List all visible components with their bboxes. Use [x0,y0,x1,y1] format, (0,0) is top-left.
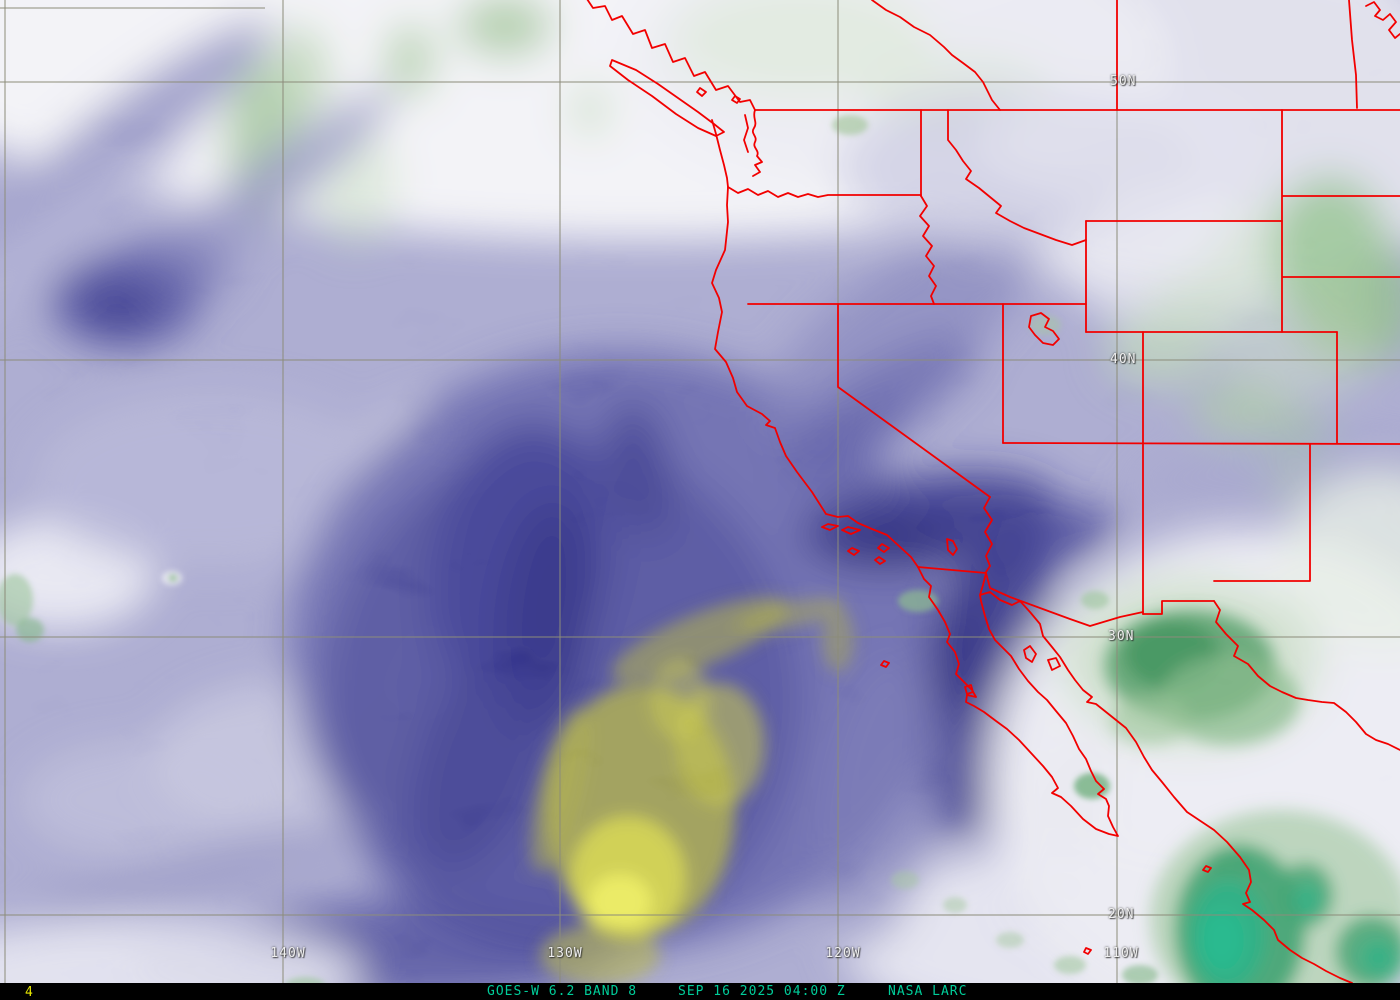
coastline-british-columbia [586,0,756,111]
coastline-puget-sound [751,109,763,177]
product-label: GOES-W 6.2 BAND 8 [487,984,638,999]
coastline-west-us [711,119,919,568]
border-sk-mb [1348,0,1358,109]
credit-label: NASA LARC [888,984,968,999]
great-salt-lake [1028,312,1060,346]
border-id-mt [947,109,1087,246]
lon-label-120w: 120W [825,946,861,961]
frame-number: 4 [25,985,33,1000]
coastline-baja [917,566,1119,837]
lon-label-110w: 110W [1103,946,1139,961]
lon-label-130w: 130W [547,946,583,961]
footer-bar: 4 GOES-W 6.2 BAND 8 SEP 16 2025 04:00 Z … [0,983,1400,1000]
border-ca-nv [837,303,991,498]
lat-label-50n: 50N [1110,74,1137,89]
border-wa-or [727,186,922,198]
border-ca-az-colorado-river [983,496,993,573]
channel-islands [821,523,890,565]
border-bc-ab [871,0,1001,111]
map-borders-layer [586,0,1400,984]
lon-label-140w: 140W [270,946,306,961]
lat-label-40n: 40N [1110,352,1137,367]
coastline-mexico-mainland [979,591,1353,984]
border-us-mexico [917,566,1215,627]
rio-grande [1213,600,1400,751]
timestamp-label: SEP 16 2025 04:00 Z [678,984,846,999]
coastline-vancouver-island [609,59,725,137]
border-or-id [919,195,937,305]
salton-sea [946,538,958,556]
lat-label-30n: 30N [1108,629,1135,644]
lat-label-20n: 20N [1108,907,1135,922]
